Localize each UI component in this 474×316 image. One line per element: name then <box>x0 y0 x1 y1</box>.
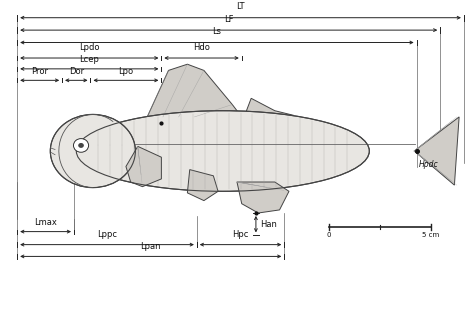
Text: Dopc: Dopc <box>161 139 181 148</box>
Polygon shape <box>414 117 459 185</box>
Text: Han: Han <box>260 220 277 229</box>
Text: Hdo: Hdo <box>193 43 210 52</box>
Text: Lppc: Lppc <box>97 230 117 239</box>
Ellipse shape <box>50 114 136 188</box>
Text: Lpan: Lpan <box>140 242 161 251</box>
Polygon shape <box>147 64 242 117</box>
Ellipse shape <box>73 139 89 152</box>
Text: LF: LF <box>224 15 234 24</box>
Text: Lpo: Lpo <box>118 67 134 76</box>
Text: Dor: Dor <box>69 67 84 76</box>
Polygon shape <box>237 182 289 213</box>
Text: Hpdc: Hpdc <box>419 160 439 168</box>
Polygon shape <box>187 170 218 201</box>
Text: Hpc: Hpc <box>232 230 249 239</box>
Text: Doca: Doca <box>294 145 313 155</box>
Text: Lpdo: Lpdo <box>79 43 100 52</box>
Text: 0: 0 <box>327 232 331 238</box>
Text: 5 cm: 5 cm <box>422 232 439 238</box>
Text: Ls: Ls <box>212 27 221 36</box>
Text: Lcep: Lcep <box>79 55 99 64</box>
Text: Doan: Doan <box>201 174 221 183</box>
Text: Pror: Pror <box>31 67 48 76</box>
Ellipse shape <box>76 111 369 191</box>
Ellipse shape <box>78 143 84 148</box>
Text: LT: LT <box>237 2 245 11</box>
Text: Lmax: Lmax <box>34 218 57 227</box>
Polygon shape <box>244 98 294 117</box>
Polygon shape <box>126 146 161 187</box>
